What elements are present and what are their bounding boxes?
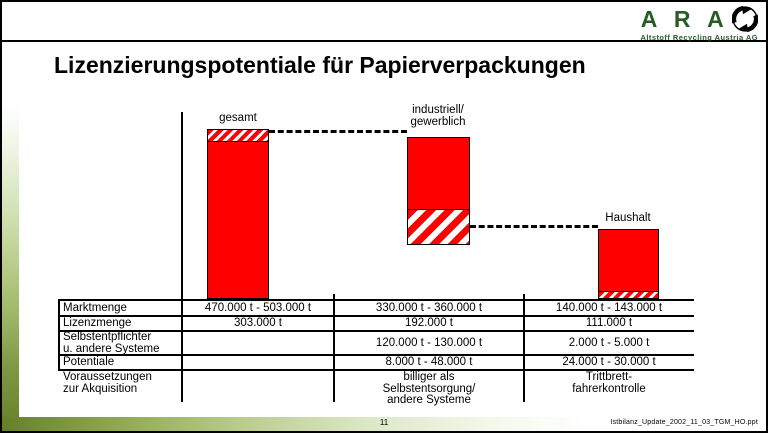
connector-dashed-line-industriell-haushalt — [470, 225, 598, 228]
bar-industriell-hatched-segment — [407, 209, 470, 245]
bar-label-haushalt: Haushalt — [605, 212, 651, 224]
cell-marktmenge-industriell: 330.000 t - 360.000 t — [375, 302, 483, 314]
cell-selbstentpflichter-haushalt: 2.000 t - 5.000 t — [568, 337, 650, 349]
ara-logo-subtext: Altstoff Recycling Austria AG — [640, 33, 758, 42]
table-column-separator — [523, 294, 525, 402]
ara-logo: A R A Altstoff Recycling Austria AG — [640, 6, 758, 42]
cell-potentiale-haushalt: 24.000 t - 30.000 t — [562, 356, 656, 368]
cell-lizenzmenge-haushalt: 111.000 t — [585, 317, 633, 329]
cell-marktmenge-gesamt: 470.000 t - 503.000 t — [204, 302, 312, 314]
table-grid-line — [58, 330, 694, 332]
row-label-lizenzmenge: Lizenzmenge — [63, 317, 132, 329]
row-label-voraussetzungen: Voraussetzungen zur Akquisition — [63, 371, 152, 395]
ara-logo-row: A R A — [641, 6, 758, 32]
cell-voraussetzungen-haushalt: Trittbrett- fahrerkontrolle — [572, 371, 646, 395]
bottom-gradient-strip — [2, 417, 617, 431]
bar-label-gesamt: gesamt — [219, 112, 257, 124]
cell-lizenzmenge-gesamt: 303.000 t — [234, 317, 282, 329]
table-left-border — [58, 299, 60, 371]
table-grid-line — [58, 354, 694, 356]
row-label-selbstentpflichter: Selbstentpflichter u. andere Systeme — [63, 331, 160, 355]
footer-filename: Istbilanz_Update_2002_11_03_TGM_HO.ppt — [610, 419, 758, 426]
bar-haushalt-solid-segment — [598, 229, 659, 292]
row-label-potentiale: Potentiale — [63, 356, 115, 368]
page-title: Lizenzierungspotentiale für Papierverpac… — [54, 52, 586, 78]
table-grid-line — [58, 369, 694, 371]
bar-label-industriell: industriell/ gewerblich — [410, 104, 466, 128]
chart-y-axis-line — [181, 112, 183, 402]
left-gradient-strip — [2, 42, 19, 431]
table-column-separator — [333, 294, 335, 402]
cell-selbstentpflichter-industriell: 120.000 t - 130.000 t — [375, 337, 483, 349]
header-divider — [2, 40, 766, 42]
green-dot-recycling-icon — [731, 6, 758, 32]
row-label-marktmenge: Marktmenge — [63, 302, 127, 314]
connector-dashed-line-gesamt-industriell — [269, 130, 407, 133]
cell-marktmenge-haushalt: 140.000 t - 143.000 t — [555, 302, 663, 314]
bar-industriell-solid-segment — [407, 137, 470, 210]
chart-baseline-table-top-line — [58, 299, 694, 301]
cell-voraussetzungen-industriell: billiger als Selbstentsorgung/ andere Sy… — [382, 371, 476, 406]
page-number: 11 — [379, 418, 389, 427]
table-grid-line — [58, 315, 694, 317]
bar-gesamt-solid-segment — [207, 141, 269, 299]
cell-potentiale-industriell: 8.000 t - 48.000 t — [385, 356, 473, 368]
bar-haushalt-hatched-segment — [598, 291, 659, 299]
cell-lizenzmenge-industriell: 192.000 t — [405, 317, 453, 329]
ara-logo-text: A R A — [640, 6, 725, 32]
